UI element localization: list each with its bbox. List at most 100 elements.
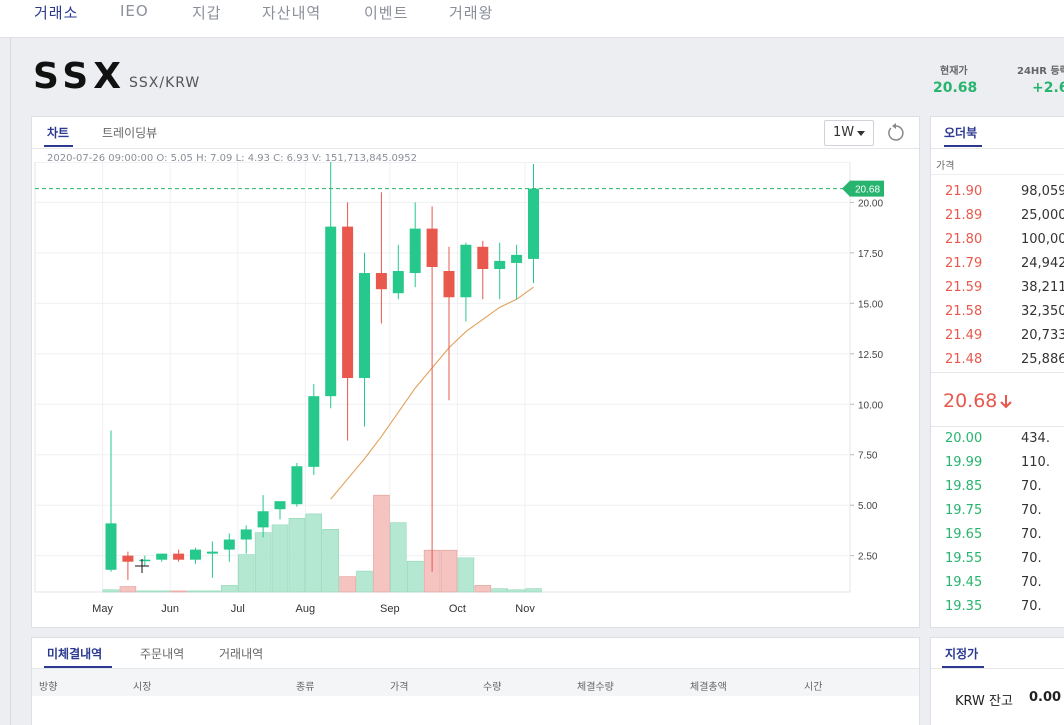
orderbook-ask-row[interactable]: 21.58 32,350. <box>931 300 1064 324</box>
tab-chart[interactable]: 차트 <box>47 126 70 140</box>
x-tick-label: May <box>92 603 113 615</box>
volume-bar <box>305 513 323 593</box>
volume-bar <box>406 560 424 593</box>
price-chart[interactable]: 2.50 5.00 7.50 10.00 12.50 15.00 17.50 20.00 May… <box>32 162 919 624</box>
orderbook-ask-row[interactable]: 21.49 20,733. <box>931 324 1064 348</box>
y-tick-label: 10.00 <box>858 400 883 411</box>
y-tick-label: 7.50 <box>858 451 878 462</box>
current-price-label: 현재가 <box>940 66 968 77</box>
candle-body <box>156 553 168 560</box>
orderbook-bid-row[interactable]: 19.85 70. <box>931 475 1064 499</box>
orderbook-bid-row[interactable]: 19.99 110. <box>931 451 1064 475</box>
nav-events[interactable]: 이벤트 <box>364 4 409 22</box>
candle-body <box>308 396 320 467</box>
orderbook-bid-row[interactable]: 19.75 70. <box>931 499 1064 523</box>
tab-trade-history[interactable]: 거래내역 <box>219 647 264 661</box>
x-tick-label: Nov <box>515 603 535 615</box>
tab-limit-order[interactable]: 지정가 <box>945 647 979 661</box>
orderbook-ask-price: 21.48 <box>945 352 983 367</box>
nav-assets[interactable]: 자산내역 <box>262 4 322 22</box>
orderbook-ask-row[interactable]: 21.79 24,942. <box>931 252 1064 276</box>
nav-ieo[interactable]: IEO <box>120 2 149 20</box>
nav-trade-king[interactable]: 거래왕 <box>449 4 494 22</box>
orderbook-ask-row[interactable]: 21.59 38,211. <box>931 276 1064 300</box>
orderbook-ask-qty: 38,211. <box>1021 280 1064 295</box>
orderbook-ask-price: 21.58 <box>945 304 983 319</box>
x-tick-label: Jun <box>161 603 179 615</box>
x-tick-label: Oct <box>449 603 466 615</box>
x-tick-label: Sep <box>380 603 400 615</box>
candle-body <box>426 228 438 267</box>
candle-body <box>359 273 370 379</box>
reset-icon[interactable] <box>885 122 907 144</box>
col-price: 가격 <box>390 682 409 693</box>
candle-body <box>173 553 185 560</box>
volume-bar <box>136 590 154 593</box>
tab-order-history[interactable]: 주문내역 <box>140 647 185 661</box>
plot-area <box>34 162 851 593</box>
tab-orderbook[interactable]: 오더북 <box>944 126 978 140</box>
orderbook-bid-qty: 434. <box>1021 431 1050 446</box>
candle-body <box>342 226 354 379</box>
volume-bar <box>254 532 272 593</box>
tab-chart-underline <box>44 145 73 147</box>
orderbook-bid-price: 19.45 <box>945 575 983 590</box>
orderbook-bid-row[interactable]: 19.65 70. <box>931 523 1064 547</box>
volume-bar <box>237 554 255 593</box>
orderbook-bid-row[interactable]: 19.55 70. <box>931 547 1064 571</box>
limit-divider <box>931 668 1064 669</box>
orderbook-divider <box>931 148 1064 149</box>
y-tick-label: 2.50 <box>858 552 878 563</box>
orderbook-ask-row[interactable]: 21.48 25,886. <box>931 348 1064 372</box>
interval-select[interactable]: 1W <box>824 120 874 146</box>
orderbook-bid-qty: 110. <box>1021 455 1050 470</box>
orderbook-bid-row[interactable]: 19.35 70. <box>931 595 1064 619</box>
volume-bar <box>491 588 508 593</box>
col-direction: 방향 <box>39 682 58 693</box>
volume-bar <box>390 522 407 593</box>
orderbook-ask-row[interactable]: 21.90 98,059. <box>931 180 1064 204</box>
orderbook-bid-price: 19.75 <box>945 503 983 518</box>
candle-body <box>122 555 134 562</box>
nav-wallet[interactable]: 지갑 <box>192 4 222 22</box>
candle-body <box>460 244 472 298</box>
orderbook-ask-price: 21.80 <box>945 232 983 247</box>
last-price-tag <box>842 180 884 197</box>
candle-body <box>274 501 286 510</box>
chevron-down-icon <box>857 131 865 136</box>
x-tick-label: Aug <box>296 603 316 615</box>
volume-bar <box>356 570 373 593</box>
orders-table-header <box>32 668 919 696</box>
candle-body <box>494 260 506 269</box>
orderbook-ask-row[interactable]: 21.80 100,000. <box>931 228 1064 252</box>
market-pair: SSX/KRW <box>129 75 201 91</box>
orderbook-bid-price: 19.55 <box>945 551 983 566</box>
volume-bar <box>373 494 390 593</box>
y-tick-label: 20.00 <box>858 198 883 209</box>
volume-bar <box>525 588 542 593</box>
nav-exchange[interactable]: 거래소 <box>34 4 79 22</box>
left-border <box>10 38 11 725</box>
orderbook-header-divider <box>931 174 1064 175</box>
orderbook-bid-price: 19.35 <box>945 599 983 614</box>
volume-bar <box>457 557 475 593</box>
col-type: 종류 <box>296 682 315 693</box>
orderbook-ask-qty: 20,733. <box>1021 328 1064 343</box>
limit-order-panel <box>930 637 1064 725</box>
orderbook-bid-row[interactable]: 19.45 70. <box>931 571 1064 595</box>
orderbook-ask-row[interactable]: 21.89 25,000. <box>931 204 1064 228</box>
candle-body <box>240 529 252 540</box>
col-filled-qty: 체결수량 <box>577 682 614 693</box>
candle-body <box>511 254 523 263</box>
tab-tradingview[interactable]: 트레이딩뷰 <box>102 126 158 140</box>
orderbook-bid-qty: 70. <box>1021 527 1042 542</box>
volume-bar <box>153 590 170 593</box>
last-price-tag-label: 20.68 <box>855 185 880 196</box>
volume-bar <box>339 576 356 593</box>
orderbook-mid-divider-top <box>931 372 1064 373</box>
y-tick-label: 17.50 <box>858 249 883 260</box>
candle-body <box>392 271 404 294</box>
orderbook-ask-qty: 100,000. <box>1021 232 1064 247</box>
tab-open-orders[interactable]: 미체결내역 <box>47 647 103 661</box>
orderbook-bid-row[interactable]: 20.00 434. <box>931 427 1064 451</box>
